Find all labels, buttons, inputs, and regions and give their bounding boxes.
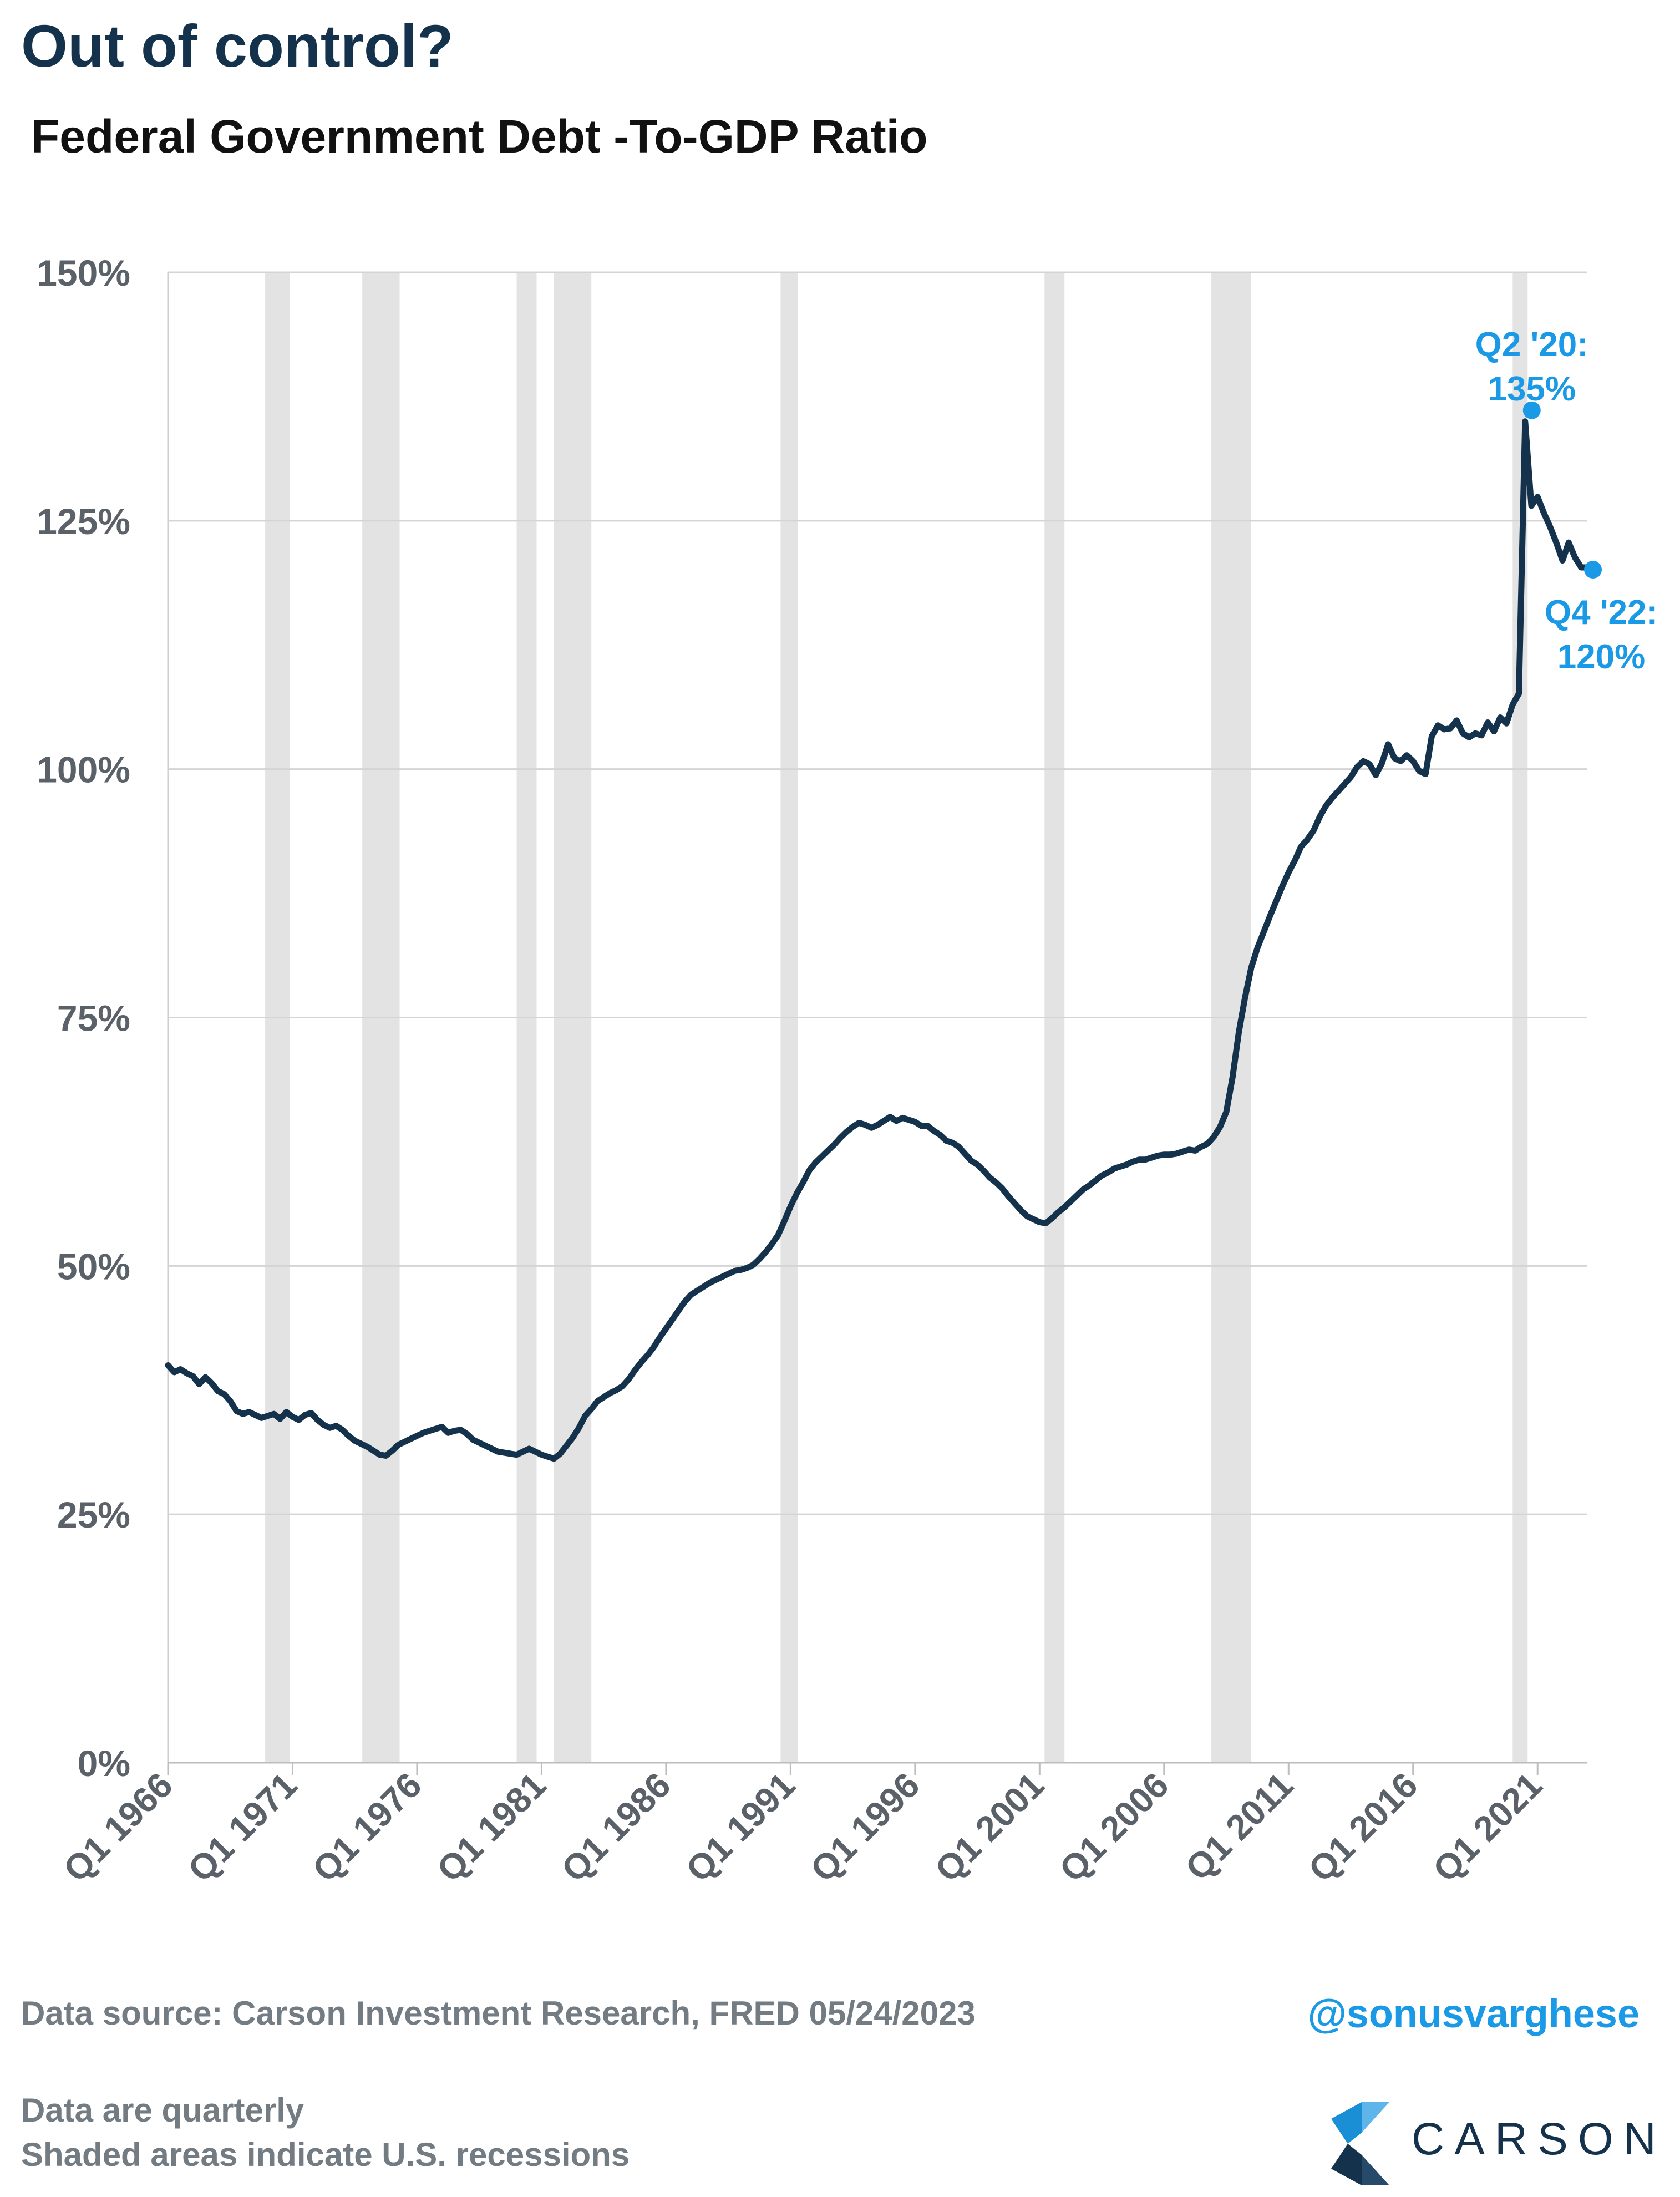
data-source-note: Data source: Carson Investment Research,… (21, 1995, 976, 2032)
frequency-note: Data are quarterly (21, 2092, 304, 2129)
y-tick-label: 25% (57, 1494, 130, 1535)
y-tick-label: 0% (78, 1743, 130, 1784)
peak-annotation-line2: 135% (1488, 370, 1576, 408)
debt-ratio-line (165, 418, 1591, 1462)
latest-annotation-line1: Q4 '22: (1545, 593, 1658, 632)
x-tick-labels: Q1 1966 Q1 1971 Q1 1976 Q1 1981 Q1 1986 Q1 19… (55, 1763, 1550, 1890)
x-tick-label: Q1 1996 (803, 1765, 927, 1890)
x-tick-label: Q1 2021 (1425, 1765, 1550, 1890)
x-tick-label: Q1 1986 (554, 1765, 678, 1890)
recession-note: Shaded areas indicate U.S. recessions (21, 2136, 630, 2173)
x-tick-label: Q1 1981 (429, 1765, 554, 1890)
y-tick-label: 150% (37, 252, 130, 293)
axes (167, 272, 1587, 1764)
carson-logo: CARSON (1328, 2102, 1656, 2185)
author-handle: @sonusvarghese (1307, 1992, 1640, 2036)
x-tick-label: Q1 1976 (304, 1765, 429, 1890)
carson-logo-icon (1331, 2102, 1389, 2185)
latest-annotation-line2: 120% (1557, 638, 1646, 676)
x-tick-label: Q1 2006 (1052, 1765, 1176, 1890)
x-tick-label: Q1 2016 (1301, 1765, 1425, 1890)
chart-subtitle: Federal Government Debt -To-GDP Ratio (31, 110, 928, 163)
y-tick-label: 50% (57, 1246, 130, 1287)
latest-marker (1584, 561, 1602, 579)
annotations: Q2 '20: 135% Q4 '22: 120% (1475, 326, 1658, 676)
chart-title: Out of control? (21, 12, 454, 79)
peak-marker (1522, 401, 1541, 419)
peak-annotation-line1: Q2 '20: (1475, 326, 1588, 364)
carson-logo-wordmark: CARSON (1412, 2114, 1666, 2164)
x-tick-label: Q1 2001 (927, 1765, 1052, 1890)
y-tick-label: 125% (37, 501, 130, 542)
x-tick-label: Q1 1971 (180, 1765, 305, 1890)
gridlines (168, 271, 1587, 1515)
y-tick-label: 75% (57, 998, 130, 1039)
y-tick-labels: 0% 25% 50% 75% 100% 125% 150% (37, 252, 130, 1784)
x-tick-label: Q1 2011 (1177, 1765, 1301, 1888)
y-tick-label: 100% (37, 749, 130, 790)
x-tick-label: Q1 1991 (678, 1765, 803, 1890)
